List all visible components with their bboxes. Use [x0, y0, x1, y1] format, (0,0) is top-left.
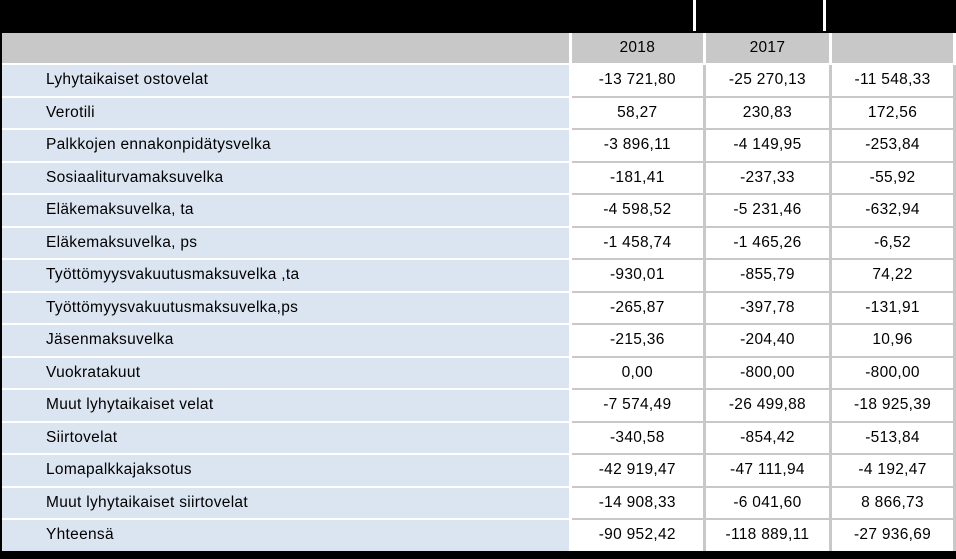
header-2018: 2018	[571, 33, 706, 65]
value-difference: -4 192,47	[832, 455, 956, 488]
value-2018: -3 896,11	[571, 130, 706, 163]
value-2017: -1 465,26	[705, 227, 833, 260]
table-row: Eläkemaksuvelka, ps -1 458,74 -1 465,26 -6,…	[2, 227, 956, 260]
value-2018: -930,01	[571, 260, 706, 293]
value-2018: -215,36	[571, 325, 706, 358]
value-2017: -397,78	[705, 292, 833, 325]
value-difference: -253,84	[832, 130, 956, 163]
value-2017: -5 231,46	[705, 195, 833, 228]
header-label-cell	[2, 33, 572, 65]
row-label: Työttömyysvakuutusmaksuvelka,ps	[2, 292, 572, 325]
row-label: Verotili	[2, 97, 572, 130]
row-label: Lomapalkkajaksotus	[2, 455, 572, 488]
table-row: Sosiaaliturvamaksuvelka -181,41 -237,33 -55…	[2, 162, 956, 195]
value-difference: -800,00	[832, 357, 956, 390]
row-label: Työttömyysvakuutusmaksuvelka ,ta	[2, 260, 572, 293]
row-label: Eläkemaksuvelka, ps	[2, 227, 572, 260]
value-2018: -340,58	[571, 422, 706, 455]
value-difference: 8 866,73	[832, 487, 956, 520]
table-row: Jäsenmaksuvelka -215,36 -204,40 10,96	[2, 325, 956, 358]
table-row: Muut lyhytaikaiset velat -7 574,49 -26 499…	[2, 390, 956, 423]
table-row: Verotili 58,27 230,83 172,56	[2, 97, 956, 130]
title-bar-divider	[823, 0, 826, 31]
value-2018: -181,41	[571, 162, 706, 195]
value-difference: -6,52	[832, 227, 956, 260]
row-label: Sosiaaliturvamaksuvelka	[2, 162, 572, 195]
row-label: Muut lyhytaikaiset siirtovelat	[2, 487, 572, 520]
value-2018: -13 721,80	[571, 65, 706, 98]
value-2018: -7 574,49	[571, 390, 706, 423]
value-2017: -6 041,60	[705, 487, 833, 520]
value-difference: -632,94	[832, 195, 956, 228]
value-2018: 0,00	[571, 357, 706, 390]
value-2017: 230,83	[705, 97, 833, 130]
value-2017: -25 270,13	[705, 65, 833, 98]
table-row: Vuokratakuut 0,00 -800,00 -800,00	[2, 357, 956, 390]
value-difference: 172,56	[832, 97, 956, 130]
table-body: 2018 2017 Lyhytaikaiset ostovelat -13 721…	[2, 33, 956, 551]
value-2018: -90 952,42	[571, 520, 706, 551]
value-difference: 10,96	[832, 325, 956, 358]
title-bar-divider	[693, 0, 696, 31]
row-label: Yhteensä	[2, 520, 572, 551]
table-row: Palkkojen ennakonpidätysvelka -3 896,11 -4…	[2, 130, 956, 163]
value-2017: -47 111,94	[705, 455, 833, 488]
table-row: Yhteensä -90 952,42 -118 889,11 -27 936,69	[2, 520, 956, 551]
table-row: Eläkemaksuvelka, ta -4 598,52 -5 231,46 -63…	[2, 195, 956, 228]
table-row: Työttömyysvakuutusmaksuvelka,ps -265,87 -3…	[2, 292, 956, 325]
row-label: Eläkemaksuvelka, ta	[2, 195, 572, 228]
table-row: Lomapalkkajaksotus -42 919,47 -47 111,94 -4…	[2, 455, 956, 488]
row-label: Siirtovelat	[2, 422, 572, 455]
table-row: Siirtovelat -340,58 -854,42 -513,84	[2, 422, 956, 455]
liabilities-table: 2018 2017 Lyhytaikaiset ostovelat -13 721…	[2, 33, 956, 551]
value-difference: -18 925,39	[832, 390, 956, 423]
value-difference: 74,22	[832, 260, 956, 293]
row-label: Lyhytaikaiset ostovelat	[2, 65, 572, 98]
value-difference: -131,91	[832, 292, 956, 325]
value-2017: -237,33	[705, 162, 833, 195]
value-2018: -265,87	[571, 292, 706, 325]
value-2018: -1 458,74	[571, 227, 706, 260]
value-2017: -854,42	[705, 422, 833, 455]
value-difference: -11 548,33	[832, 65, 956, 98]
value-2018: -4 598,52	[571, 195, 706, 228]
value-2018: -42 919,47	[571, 455, 706, 488]
table-row: Muut lyhytaikaiset siirtovelat -14 908,33…	[2, 487, 956, 520]
value-2017: -4 149,95	[705, 130, 833, 163]
header-2017: 2017	[705, 33, 833, 65]
row-label: Vuokratakuut	[2, 357, 572, 390]
value-2018: 58,27	[571, 97, 706, 130]
row-label: Jäsenmaksuvelka	[2, 325, 572, 358]
value-2017: -204,40	[705, 325, 833, 358]
value-difference: -27 936,69	[832, 520, 956, 551]
value-2017: -855,79	[705, 260, 833, 293]
table-row: Työttömyysvakuutusmaksuvelka ,ta -930,01-…	[2, 260, 956, 293]
table-title-bar	[0, 0, 956, 31]
row-label: Palkkojen ennakonpidätysvelka	[2, 130, 572, 163]
table-header-row: 2018 2017	[2, 33, 956, 65]
table-row: Lyhytaikaiset ostovelat -13 721,80 -25 270…	[2, 65, 956, 98]
value-2017: -26 499,88	[705, 390, 833, 423]
value-2017: -118 889,11	[705, 520, 833, 551]
value-difference: -513,84	[832, 422, 956, 455]
value-difference: -55,92	[832, 162, 956, 195]
value-2018: -14 908,33	[571, 487, 706, 520]
row-label: Muut lyhytaikaiset velat	[2, 390, 572, 423]
value-2017: -800,00	[705, 357, 833, 390]
header-difference	[832, 33, 956, 65]
